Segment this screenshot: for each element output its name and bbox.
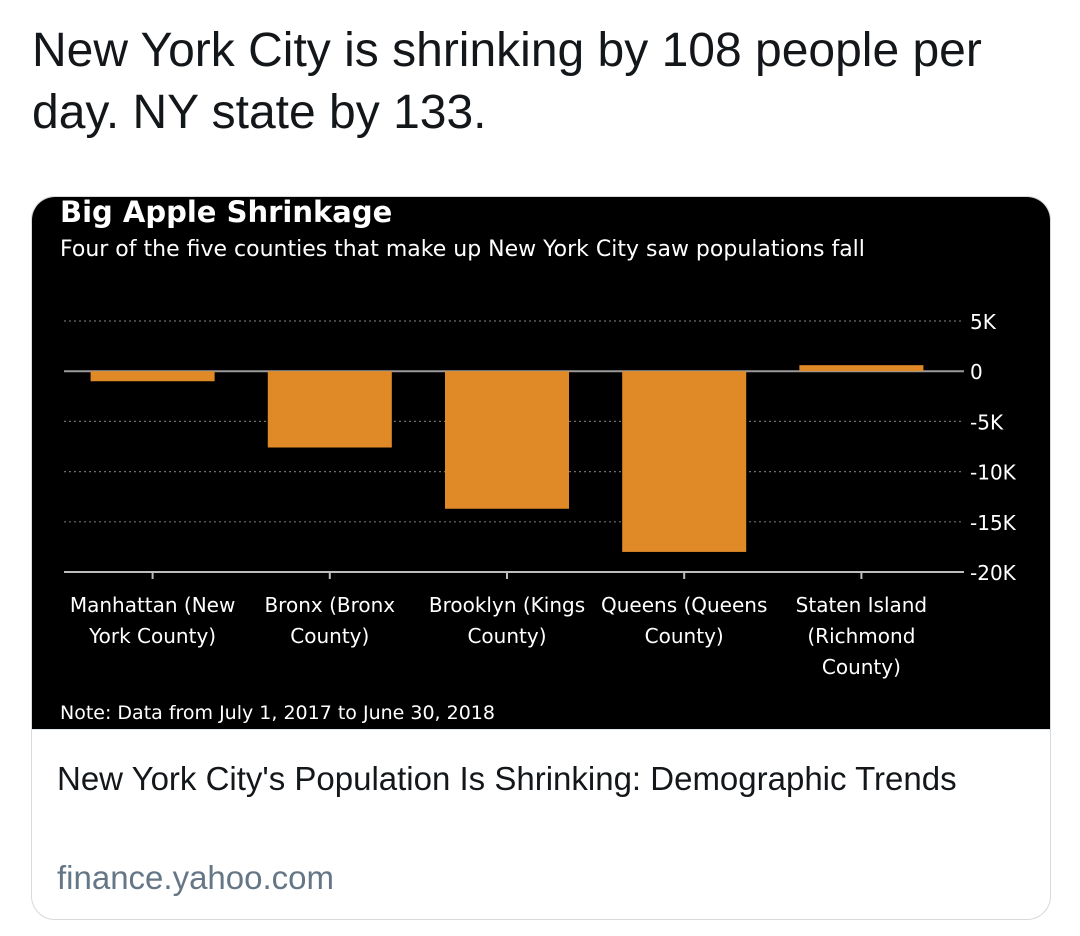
card-meta[interactable]: New York City's Population Is Shrinking:…	[32, 729, 1050, 919]
bar	[90, 371, 215, 382]
bar	[267, 371, 392, 448]
bar-chart: 5K 0 -5K -10K -15K -20K Manhattan (New York Cou…	[60, 310, 1017, 724]
bar	[444, 371, 570, 509]
y-tick-label: -5K	[970, 410, 1004, 434]
tweet-text: New York City is shrinking by 108 people…	[32, 24, 982, 139]
bar	[799, 365, 924, 372]
y-tick-label: -10K	[970, 461, 1017, 485]
card-domain: finance.yahoo.com	[57, 859, 335, 896]
card-chart-image: Big Apple Shrinkage Four of the five cou…	[32, 197, 1050, 729]
bar	[622, 371, 747, 552]
x-tick-label: Manhattan (New York County)	[70, 593, 236, 648]
x-tick-label: Staten Island (Richmond County)	[796, 593, 927, 679]
card-title[interactable]: New York City's Population Is Shrinking:…	[57, 760, 957, 797]
y-tick-label: -20K	[970, 561, 1017, 585]
y-tick-label: -15K	[970, 511, 1017, 535]
y-tick-label: 5K	[970, 310, 997, 334]
x-tick-label: Queens (Queens County)	[601, 593, 767, 648]
chart-subtitle: Four of the five counties that make up N…	[60, 237, 865, 262]
link-card[interactable]: Big Apple Shrinkage Four of the five cou…	[31, 196, 1051, 920]
x-tick-label: Brooklyn (Kings County)	[429, 593, 585, 648]
chart-title: Big Apple Shrinkage	[60, 197, 393, 229]
chart-note: Note: Data from July 1, 2017 to June 30,…	[60, 702, 495, 724]
x-tick-label: Bronx (Bronx County)	[264, 593, 395, 648]
y-tick-label: 0	[970, 360, 983, 384]
